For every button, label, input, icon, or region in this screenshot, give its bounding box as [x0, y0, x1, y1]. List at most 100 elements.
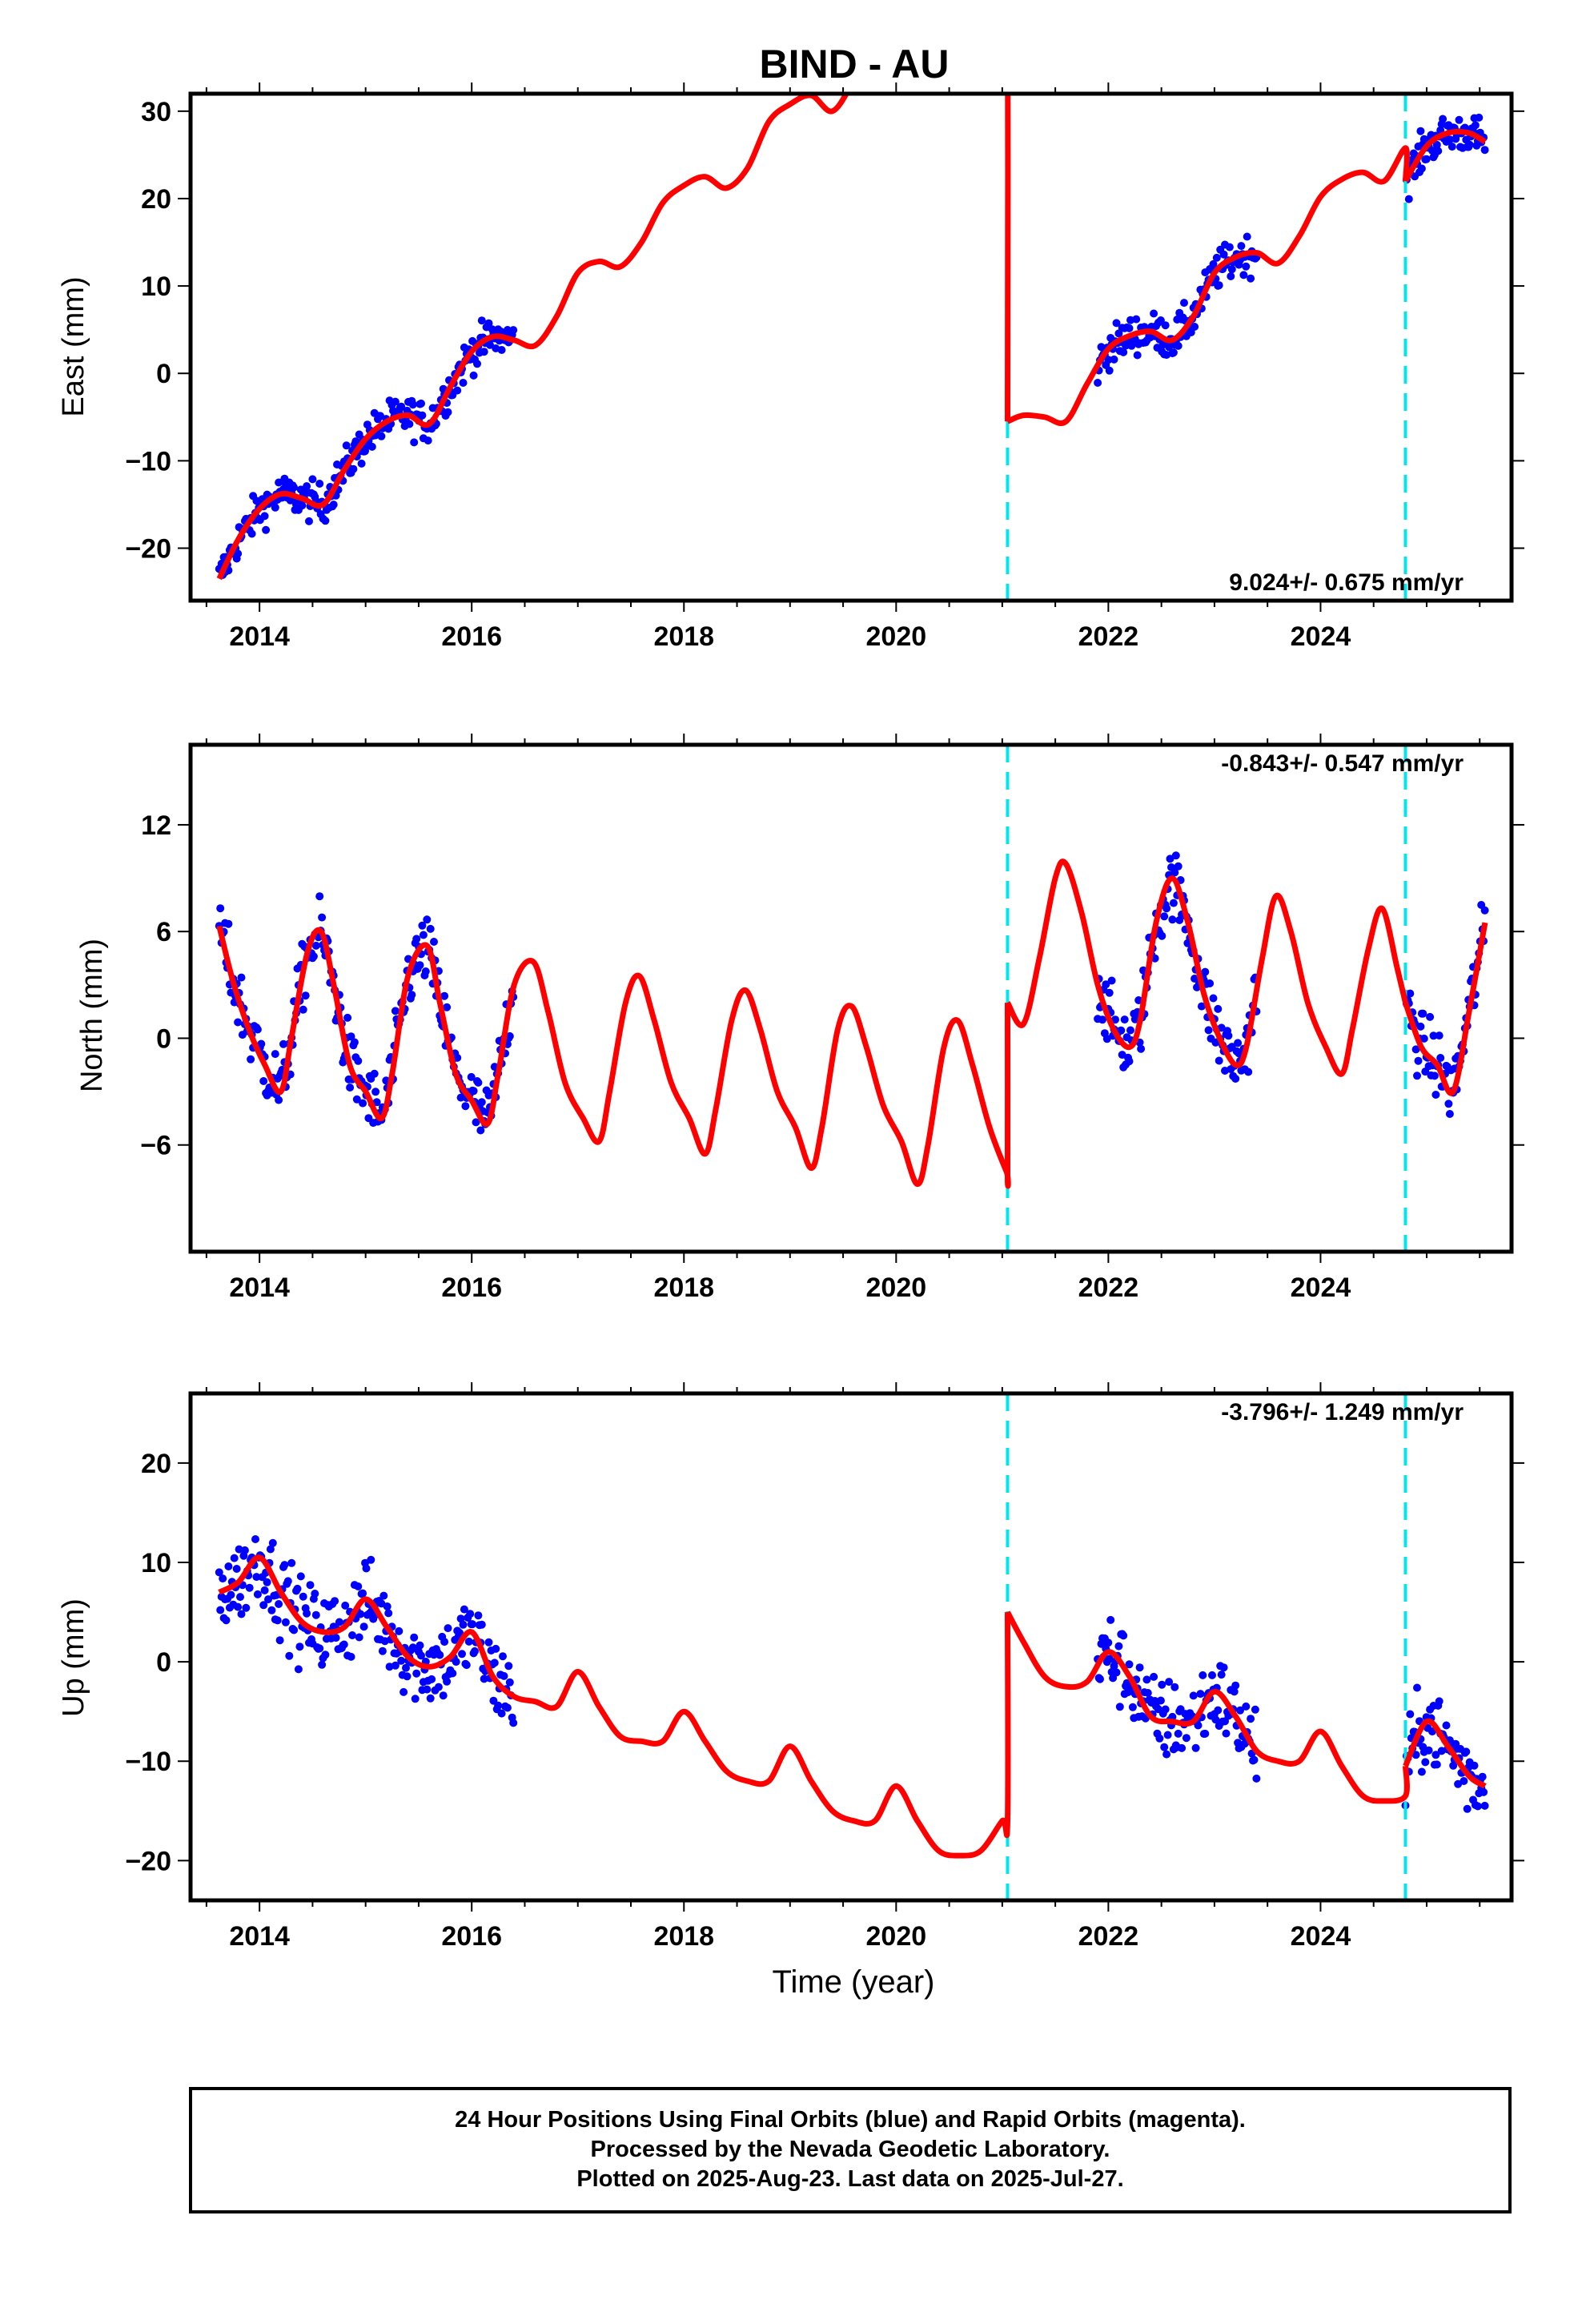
north-xtick-label: 2020 [866, 1273, 927, 1303]
north-obs-point [309, 952, 318, 961]
east-obs-point [469, 371, 478, 380]
up-obs-point [504, 1662, 513, 1671]
up-obs-point [459, 1620, 468, 1629]
up-obs-point [359, 1622, 368, 1631]
north-obs-point [347, 1032, 355, 1041]
east-obs-point [1465, 140, 1474, 149]
north-obs-point [259, 1077, 268, 1085]
north-obs-point [224, 919, 233, 928]
up-obs-point [263, 1578, 271, 1586]
up-frame [188, 1391, 1514, 1903]
east-obs-point [1212, 253, 1221, 262]
up-obs-point [219, 1574, 227, 1583]
up-obs-point [1161, 1705, 1170, 1714]
up-obs-point [294, 1665, 303, 1674]
north-obs-point [1414, 1056, 1423, 1065]
east-obs-point [1416, 127, 1425, 135]
up-obs-point [383, 1602, 391, 1610]
up-obs-point [1219, 1663, 1228, 1672]
east-obs-point [1097, 343, 1106, 352]
up-obs-point [400, 1687, 408, 1696]
up-obs-point [275, 1600, 283, 1608]
east-obs-point [1150, 309, 1158, 318]
east-obs-point [303, 482, 311, 491]
north-obs-point [1224, 1031, 1233, 1040]
north-ytick-label: 0 [156, 1023, 171, 1054]
east-obs-point [349, 464, 358, 473]
east-obs-point [1237, 242, 1246, 251]
up-obs-point [230, 1554, 239, 1562]
up-obs-point [1125, 1660, 1134, 1669]
east-ytick-label: 20 [141, 184, 171, 215]
east-obs-point [1180, 299, 1188, 308]
north-xtick-label: 2024 [1291, 1273, 1351, 1303]
east-obs-point [1215, 281, 1223, 290]
north-obs-point [474, 1078, 483, 1087]
north-obs-point [1431, 1091, 1440, 1099]
east-obs-point [357, 459, 366, 468]
north-obs-point [419, 931, 428, 939]
north-obs-point [1120, 1015, 1129, 1024]
north-obs-point [1102, 980, 1110, 989]
north-obs-point [1435, 1031, 1443, 1040]
east-obs-point [1404, 195, 1413, 203]
east-obs-point [315, 480, 324, 488]
east-obs-point [509, 326, 518, 335]
up-obs-point [505, 1678, 514, 1687]
up-obs-point [452, 1658, 460, 1667]
up-obs-point [339, 1640, 348, 1649]
up-obs-point [426, 1694, 435, 1703]
east-obs-point [260, 512, 269, 521]
east-obs-point [1094, 379, 1102, 387]
east-ytick-label: 10 [141, 271, 171, 302]
north-obs-point [1209, 994, 1218, 1003]
up-obs-point [236, 1593, 244, 1602]
up-obs-point [273, 1616, 282, 1625]
up-obs-point [253, 1590, 262, 1598]
east-xtick-label: 2014 [229, 621, 290, 652]
up-obs-point [1413, 1683, 1421, 1692]
north-obs-point [1429, 1031, 1438, 1040]
up-model-curve [1403, 1718, 1487, 1789]
up-obs-point [1470, 1761, 1479, 1770]
up-obs-point [287, 1558, 296, 1567]
up-obs-point [295, 1642, 304, 1651]
up-obs-point [497, 1709, 506, 1718]
north-obs-point [1406, 989, 1415, 998]
east-obs-point [1455, 115, 1464, 124]
east-obs-point [286, 496, 295, 505]
up-obs-point [423, 1685, 432, 1694]
east-obs-point [480, 348, 488, 356]
up-obs-point [1217, 1671, 1226, 1679]
east-obs-point [1225, 243, 1234, 251]
north-obs-point [1162, 904, 1171, 913]
north-xtick-label: 2016 [441, 1273, 502, 1303]
north-obs-point [467, 1072, 476, 1081]
north-obs-point [477, 1098, 486, 1107]
east-obs-point [397, 402, 406, 411]
east-obs-point [298, 501, 307, 510]
up-obs-point [348, 1631, 356, 1639]
up-obs-point [1104, 1638, 1113, 1647]
east-obs-point [417, 399, 425, 408]
up-obs-point [1191, 1743, 1200, 1752]
north-obs-point [371, 1088, 380, 1096]
up-obs-point [281, 1618, 290, 1626]
north-obs-point [1436, 1054, 1445, 1062]
east-obs-point [1227, 265, 1236, 274]
east-obs-point [308, 475, 317, 484]
east-obs-point [484, 319, 493, 328]
north-obs-point [279, 1039, 287, 1048]
east-obs-point [424, 436, 432, 445]
up-obs-point [1478, 1772, 1487, 1781]
up-obs-point [378, 1647, 387, 1655]
north-obs-point [1430, 1072, 1439, 1080]
up-xtick-label: 2020 [866, 1921, 927, 1952]
north-obs-point [418, 921, 427, 930]
up-plot-area [191, 1393, 1512, 1900]
north-obs-point [1231, 1075, 1240, 1083]
north-obs-point [370, 1069, 379, 1078]
up-obs-point [456, 1629, 464, 1637]
north-obs-point [1111, 1015, 1119, 1024]
north-obs-point [461, 1102, 470, 1111]
